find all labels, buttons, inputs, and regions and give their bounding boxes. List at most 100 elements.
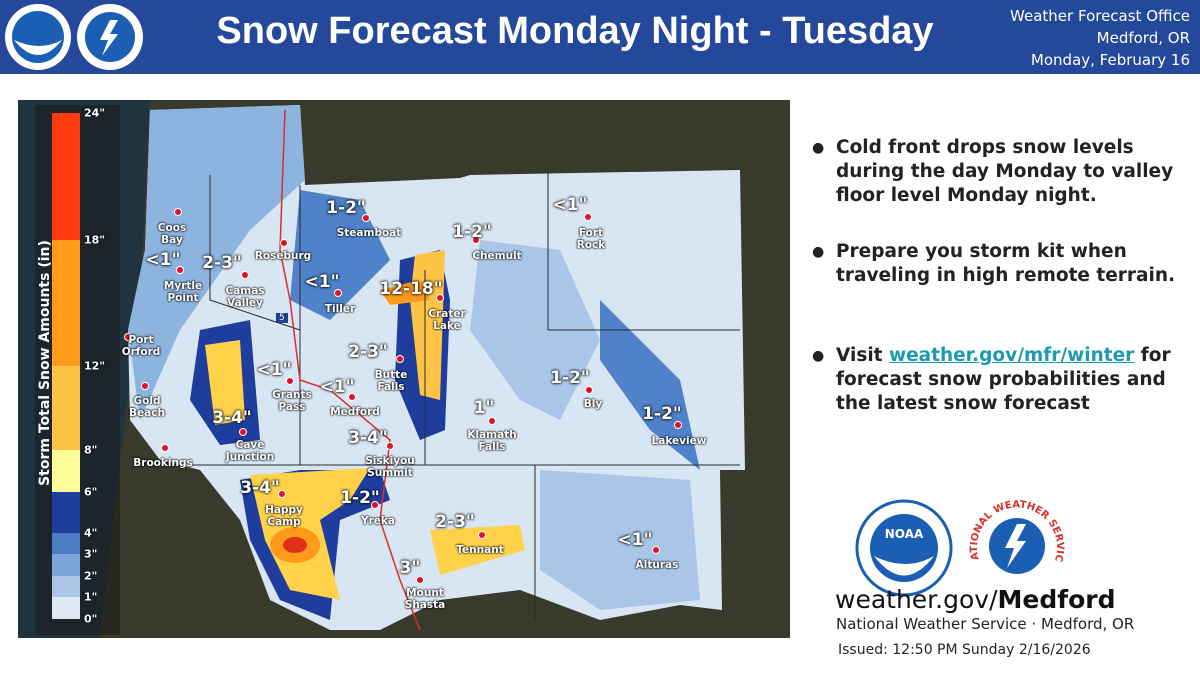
highway-shield: 5	[276, 313, 288, 323]
snow-amount: <1"	[552, 195, 588, 215]
snow-amount: 1-2"	[550, 368, 590, 388]
legend-tick-label: 2"	[84, 569, 98, 583]
bullet-text: Visit	[836, 345, 889, 366]
site-url-bold: Medford	[997, 585, 1116, 614]
office-line: Monday, February 16	[1030, 51, 1190, 69]
legend-tick-label: 12"	[84, 359, 106, 373]
city-label: Klamath Falls	[467, 429, 517, 453]
office-line: Weather Forecast Office	[1010, 7, 1190, 25]
issued: Issued: 12:50 PM Sunday 2/16/2026	[838, 642, 1091, 658]
snow-amount: 2-3"	[348, 342, 388, 362]
city-dot	[362, 214, 370, 222]
snow-amount: <1"	[256, 360, 292, 380]
header-bar	[0, 0, 1200, 74]
bullet: Prepare you storm kit when traveling in …	[812, 240, 1182, 288]
city-label: Grants Pass	[272, 389, 312, 413]
snow-amount: 3-4"	[212, 408, 252, 428]
legend-tick-label: 8"	[84, 443, 98, 457]
link[interactable]: weather.gov/mfr/winter	[888, 345, 1135, 366]
city-dot	[488, 417, 496, 425]
city-label: Bly	[583, 398, 603, 410]
city-label: Roseburg	[254, 250, 312, 262]
city-label: Port Orford	[121, 334, 161, 358]
city-dot	[124, 333, 132, 341]
snow-amount: 12-18"	[379, 279, 443, 299]
city-dot	[478, 531, 486, 539]
city-dot	[436, 294, 444, 302]
city-label: Yreka	[361, 515, 395, 527]
city-label: Crater Lake	[428, 308, 466, 332]
legend-title: Storm Total Snow Amounts (in)	[37, 240, 53, 486]
snow-amount: <1"	[145, 250, 181, 270]
snow-amount: <1"	[617, 530, 653, 550]
legend-tick-label: 6"	[84, 485, 98, 499]
city-label: Chemult	[472, 250, 522, 262]
city-label: Lakeview	[651, 435, 707, 447]
city-label: Myrtle Point	[163, 280, 203, 304]
city-label: Alturas	[635, 559, 679, 571]
city-label: Butte Falls	[374, 369, 408, 393]
snow-amount: 1-2"	[326, 198, 366, 218]
snow-amount: 3-4"	[348, 428, 388, 448]
city-dot	[286, 377, 294, 385]
city-dot	[241, 271, 249, 279]
city-dot	[176, 266, 184, 274]
city-label: Coos Bay	[157, 222, 187, 246]
snow-amount: <1"	[319, 377, 355, 397]
snow-amount: 1-2"	[642, 404, 682, 424]
legend-tick-label: 0"	[84, 612, 98, 626]
snow-amount: 2-3"	[202, 253, 242, 273]
city-label: Tennant	[456, 544, 504, 556]
city-dot	[334, 289, 342, 297]
snow-amount: 2-3"	[435, 512, 475, 532]
legend-tick-label: 1"	[84, 590, 98, 604]
office-line: Medford, OR	[1096, 29, 1190, 47]
snow-amount: <1"	[304, 272, 340, 292]
city-label: Medford	[330, 406, 380, 418]
legend-bar	[35, 105, 120, 635]
site-url-text: weather.gov/	[835, 585, 998, 614]
bullet-text: for forecast snow probabilities and the …	[836, 345, 1171, 414]
city-dot	[161, 444, 169, 452]
city-label: Fort Rock	[576, 227, 606, 251]
noaa-logo-text: NOAA	[885, 527, 924, 541]
city-label: Mount Shasta	[404, 587, 446, 611]
city-label: Camas Valley	[225, 285, 265, 309]
city-label: Siskiyou Summit	[365, 455, 415, 479]
site-url: weather.gov/Medford	[835, 585, 1116, 614]
city-label: Happy Camp	[265, 504, 303, 528]
legend-tick-label: 18"	[84, 233, 106, 247]
city-dot	[348, 393, 356, 401]
city-dot	[652, 546, 660, 554]
legend-tick-label: 24"	[84, 106, 106, 120]
city-dot	[472, 236, 480, 244]
city-label: Tiller	[324, 303, 356, 315]
header-logos	[5, 4, 143, 70]
city-label: Brookings	[133, 457, 193, 469]
city-dot	[584, 213, 592, 221]
title: Snow Forecast Monday Night - Tuesday	[216, 10, 934, 52]
city-dot	[585, 386, 593, 394]
city-dot	[174, 208, 182, 216]
city-dot	[416, 576, 424, 584]
snow-amount: 1-2"	[340, 488, 380, 508]
city-dot	[141, 382, 149, 390]
snow-amount: 1"	[473, 398, 495, 418]
legend-tick-label: 4"	[84, 526, 98, 540]
bullet: Visit weather.gov/mfr/winter for forecas…	[812, 344, 1182, 416]
city-label: Steamboat	[336, 227, 402, 239]
city-dot	[371, 501, 379, 509]
city-label: Cave Junction	[225, 439, 275, 463]
snow-amount: 3-4"	[240, 478, 280, 498]
agency: National Weather Service · Medford, OR	[836, 615, 1135, 633]
city-dot	[278, 490, 286, 498]
legend-tick-label: 3"	[84, 547, 98, 561]
city-label: Gold Beach	[129, 395, 165, 419]
snow-amount: 1-2"	[452, 222, 492, 242]
bullet: Cold front drops snow levels during the …	[812, 136, 1182, 208]
city-dot	[239, 428, 247, 436]
city-dot	[674, 421, 682, 429]
snow-amount: 3"	[399, 558, 421, 578]
